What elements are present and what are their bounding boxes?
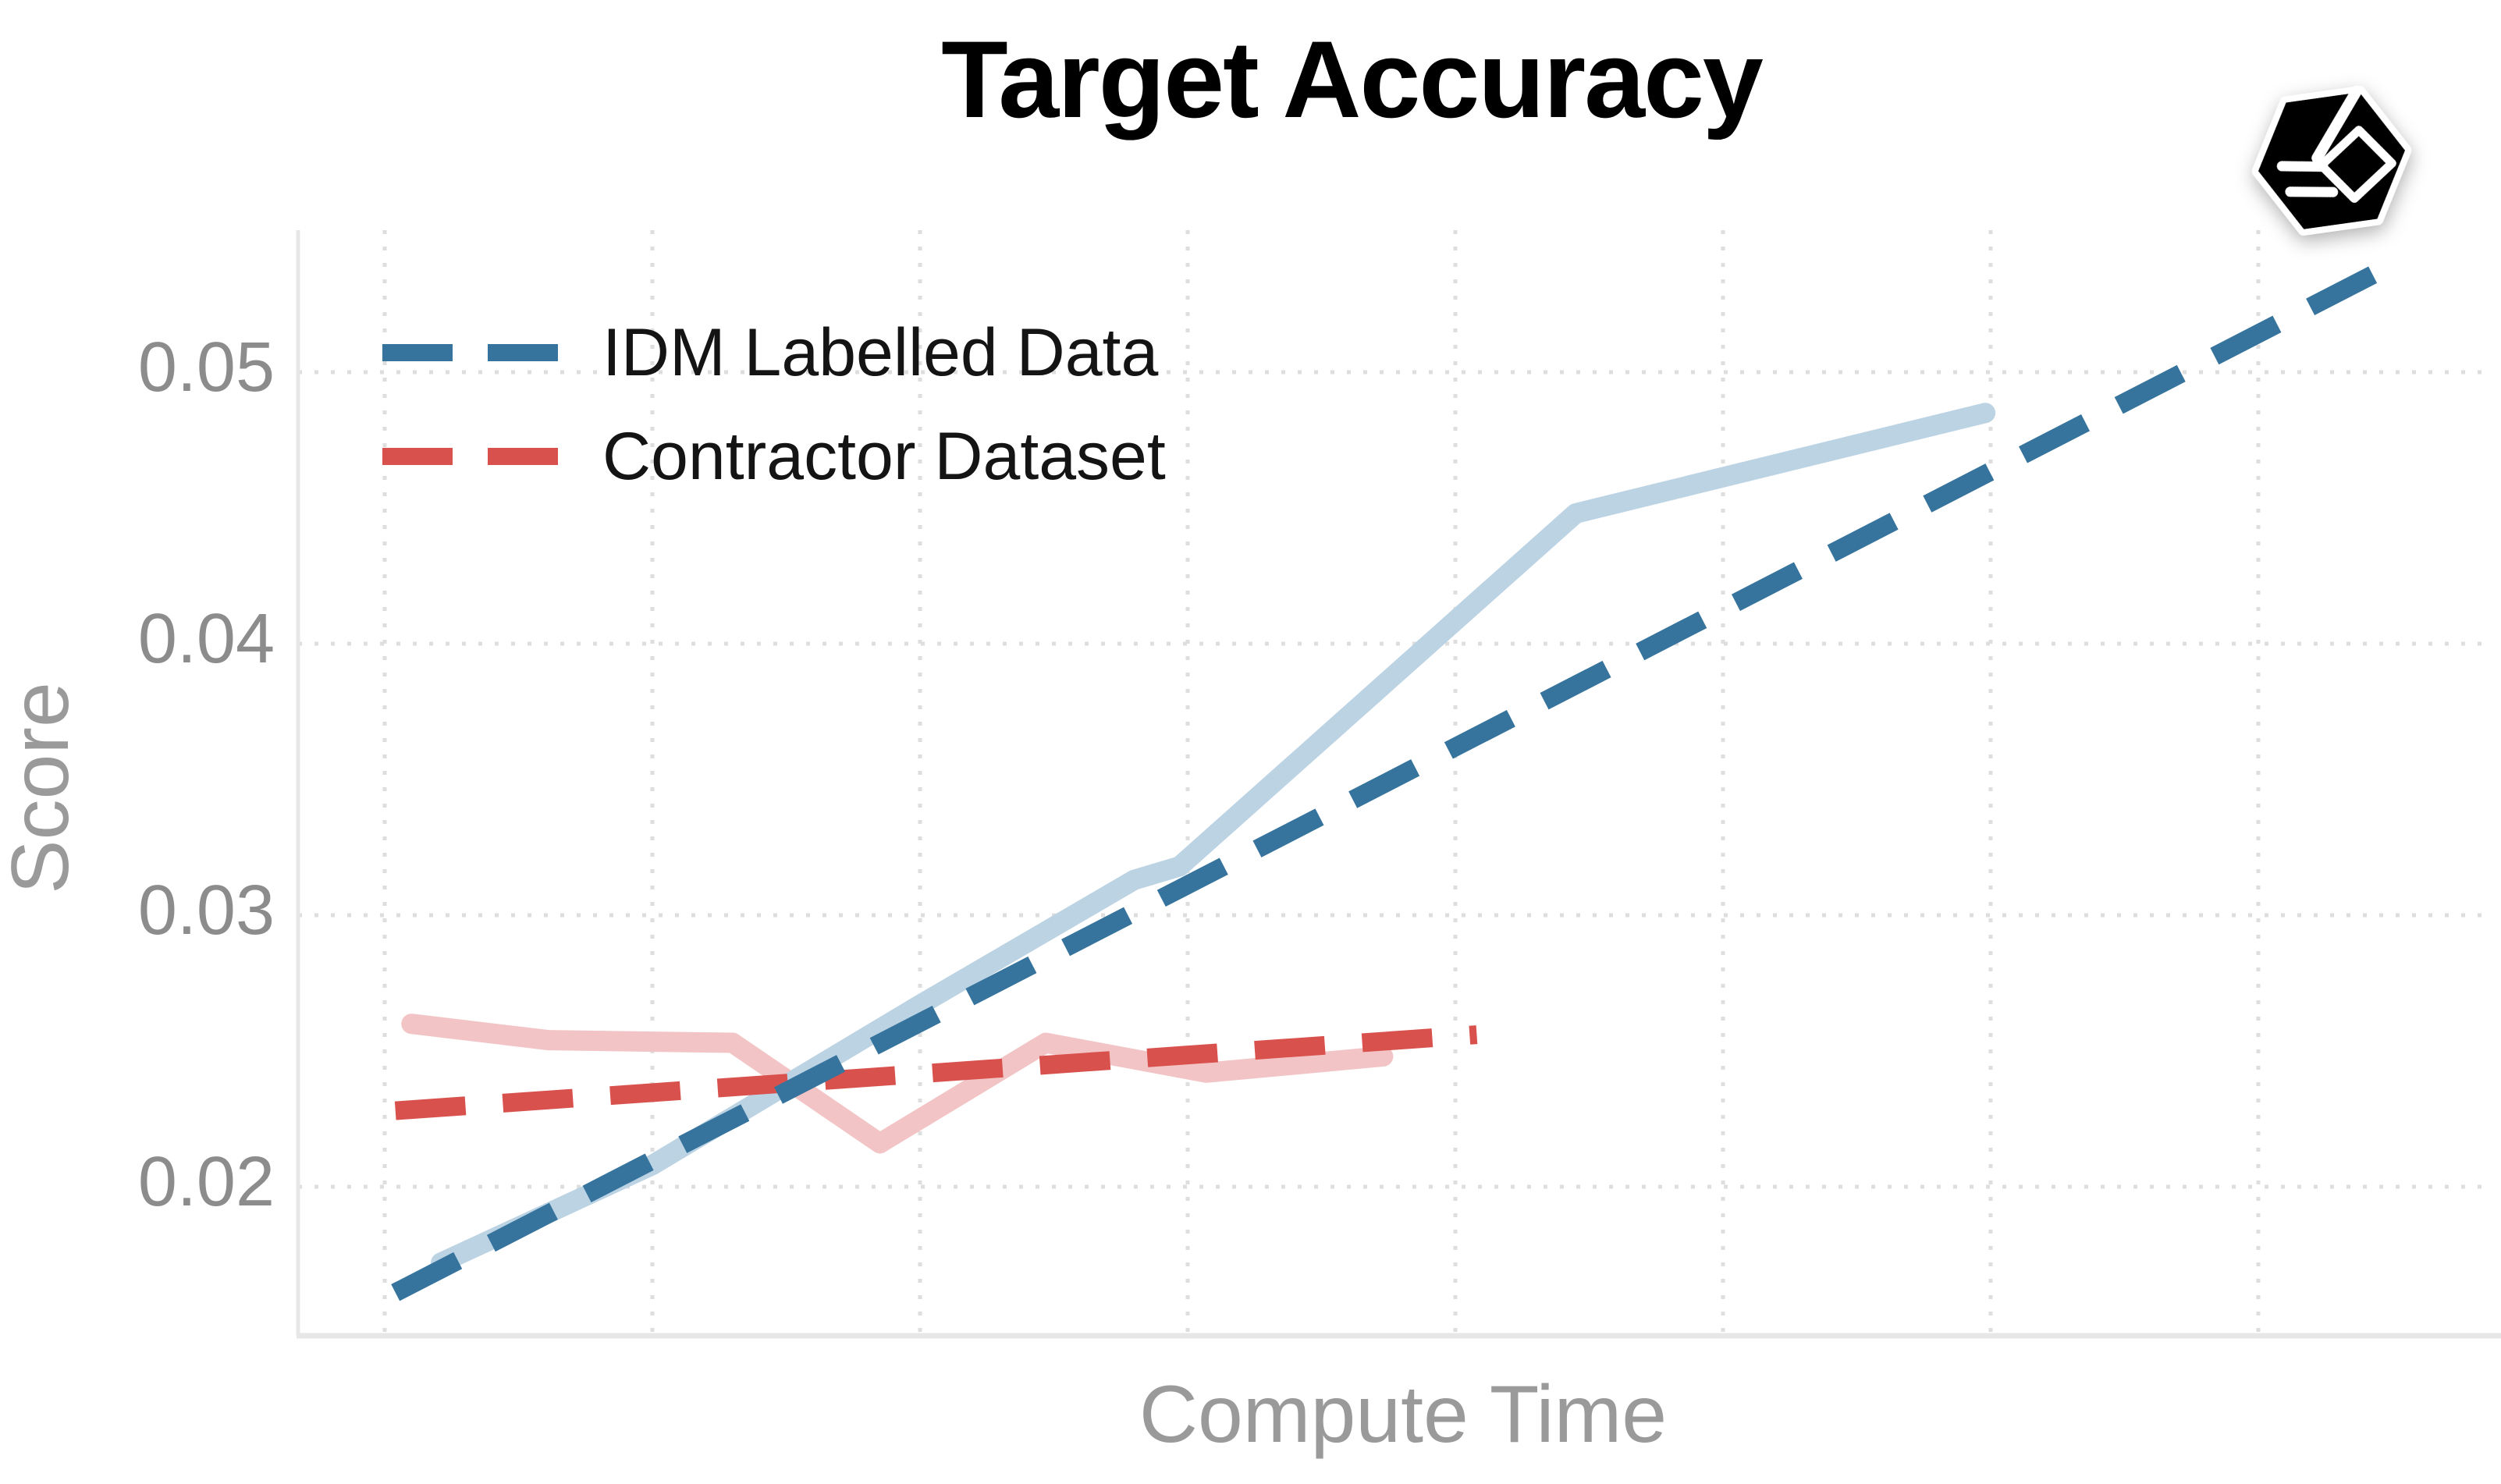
- hexagon-cube-logo-icon: [2251, 85, 2412, 236]
- series-line-idm-run: [431, 403, 1996, 1273]
- series-lines: [391, 266, 2378, 1301]
- legend-label-contractor: Contractor Dataset: [602, 419, 1166, 494]
- chart-title: Target Accuracy: [941, 18, 1764, 140]
- y-tick-label: 0.03: [138, 872, 275, 950]
- x-axis-label: Compute Time: [1139, 1369, 1667, 1460]
- series-line-idm-trend: [391, 266, 2378, 1301]
- y-tick-label: 0.02: [138, 1143, 275, 1221]
- y-tick-labels: 0.02 0.03 0.04 0.05: [138, 328, 275, 1221]
- series-line-contractor-run: [401, 1014, 1394, 1154]
- series-line-contractor-trend: [394, 1025, 1478, 1120]
- legend-label-idm: IDM Labelled Data: [602, 315, 1158, 390]
- y-tick-label: 0.04: [138, 600, 275, 678]
- y-tick-label: 0.05: [138, 328, 275, 407]
- y-axis-label: Score: [0, 682, 86, 894]
- gridlines: [298, 230, 2481, 1336]
- legend: IDM Labelled Data Contractor Dataset: [382, 315, 1166, 494]
